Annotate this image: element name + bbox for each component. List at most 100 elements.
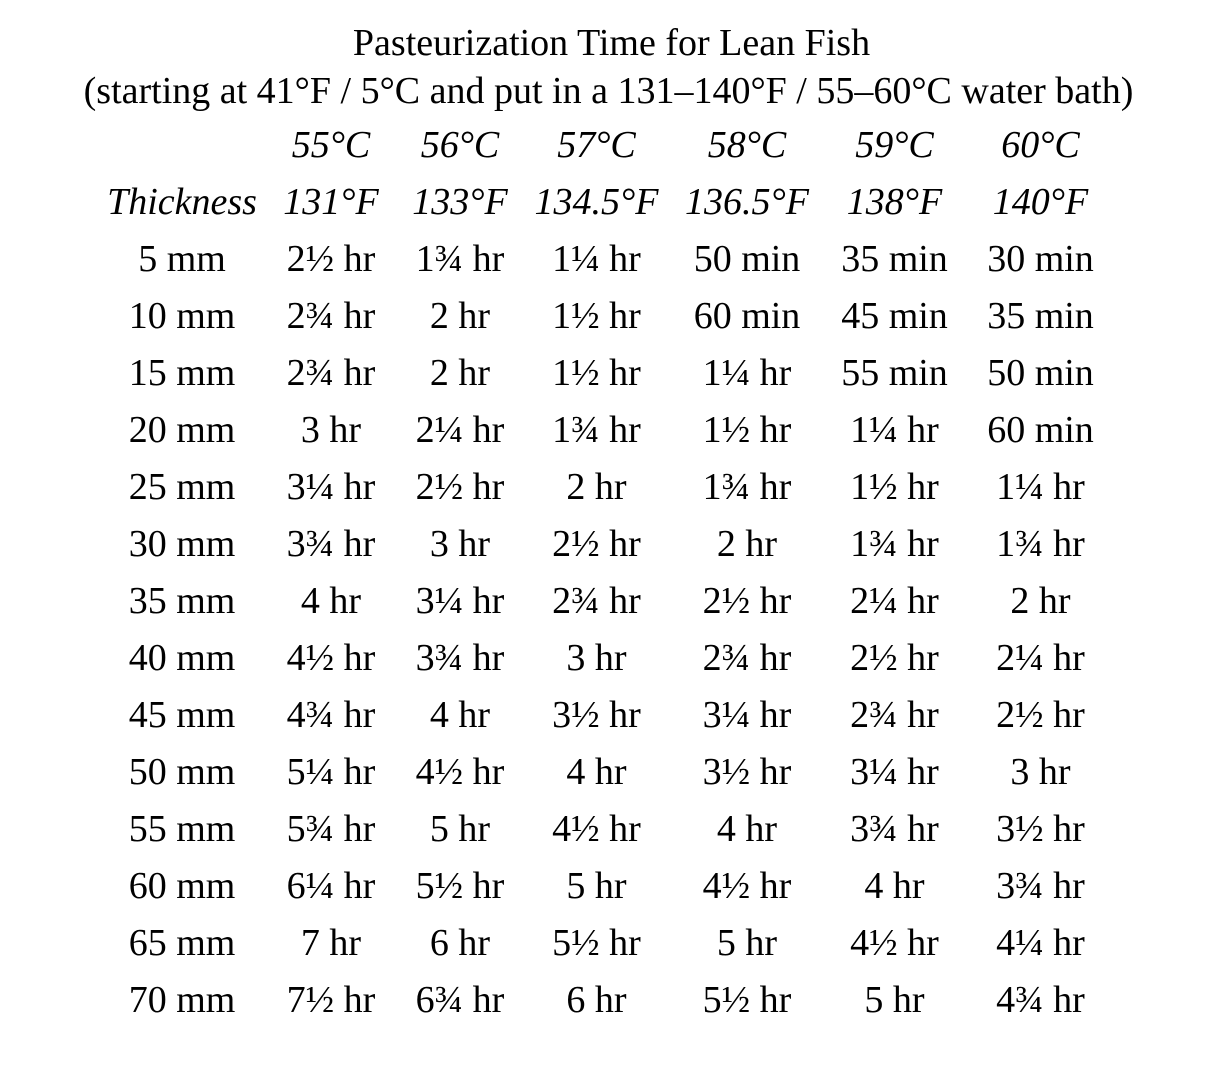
time-cell: 4½ hr: [286, 637, 376, 679]
time-cell: 4¼ hr: [996, 922, 1085, 964]
time-cell: 2½ hr: [996, 694, 1085, 736]
table-row: 50 mm 5¼ hr 4½ hr 4 hr 3½ hr 3¼ hr 3 hr: [102, 744, 1113, 801]
thickness-cell: 60 mm: [128, 865, 236, 907]
table-row: 20 mm 3 hr 2¼ hr 1¾ hr 1½ hr 1¼ hr 60 min: [102, 402, 1113, 459]
thickness-cell: 35 mm: [128, 580, 236, 622]
table-row: 55 mm 5¾ hr 5 hr 4½ hr 4 hr 3¾ hr 3½ hr: [102, 801, 1113, 858]
time-cell: 2½ hr: [552, 523, 641, 565]
table-row: 45 mm 4¾ hr 4 hr 3½ hr 3¼ hr 2¾ hr 2½ hr: [102, 687, 1113, 744]
time-cell: 6¾ hr: [415, 979, 505, 1021]
table-subtitle: (starting at 41°F / 5°C and put in a 131…: [83, 70, 1134, 112]
time-cell: 30 min: [987, 238, 1094, 280]
time-cell: 3¾ hr: [286, 523, 376, 565]
time-cell: 4¾ hr: [286, 694, 376, 736]
time-cell: 2½ hr: [286, 238, 376, 280]
time-cell: 2¼ hr: [996, 637, 1085, 679]
table-header: 55°C 56°C 57°C 58°C 59°C 60°C Thickness 131°F 13…: [102, 117, 1113, 231]
time-cell: 2¾ hr: [552, 580, 641, 622]
time-cell: 2¾ hr: [286, 352, 376, 394]
time-cell: 3¼ hr: [286, 466, 376, 508]
time-cell: 1¾ hr: [996, 523, 1085, 565]
time-cell: 2½ hr: [850, 637, 939, 679]
time-cell: 2½ hr: [702, 580, 792, 622]
time-cell: 3¼ hr: [702, 694, 792, 736]
column-header: 59°C: [855, 124, 934, 166]
column-header: 134.5°F: [534, 181, 659, 223]
time-cell: 5½ hr: [702, 979, 792, 1021]
time-cell: 1¾ hr: [850, 523, 939, 565]
column-header: 138°F: [846, 181, 943, 223]
table-body: 5 mm 2½ hr 1¾ hr 1¼ hr 50 min 35 min 30 min 10 …: [102, 231, 1113, 1029]
time-cell: 6 hr: [429, 922, 491, 964]
time-cell: 1½ hr: [702, 409, 792, 451]
time-cell: 2 hr: [429, 352, 491, 394]
time-cell: 7½ hr: [286, 979, 376, 1021]
column-header: 57°C: [557, 124, 636, 166]
thickness-cell: 50 mm: [128, 751, 236, 793]
time-cell: 3 hr: [566, 637, 627, 679]
time-cell: 4 hr: [300, 580, 362, 622]
column-header: 55°C: [291, 124, 371, 166]
time-cell: 1¾ hr: [702, 466, 792, 508]
time-cell: 60 min: [987, 409, 1094, 451]
time-cell: 3½ hr: [552, 694, 641, 736]
time-cell: 4 hr: [429, 694, 491, 736]
time-cell: 5 hr: [864, 979, 925, 1021]
time-cell: 50 min: [987, 352, 1094, 394]
table-title: Pasteurization Time for Lean Fish: [352, 22, 871, 64]
time-cell: 5 hr: [566, 865, 627, 907]
column-header: 58°C: [707, 124, 787, 166]
thickness-cell: 30 mm: [128, 523, 236, 565]
column-header: 56°C: [420, 124, 500, 166]
time-cell: 3 hr: [300, 409, 362, 451]
time-cell: 5 hr: [429, 808, 491, 850]
time-cell: 5 hr: [716, 922, 778, 964]
column-header-thickness: [102, 117, 262, 174]
time-cell: 2 hr: [716, 523, 778, 565]
time-cell: 3¼ hr: [415, 580, 505, 622]
time-cell: 1¼ hr: [850, 409, 939, 451]
time-cell: 4½ hr: [552, 808, 641, 850]
time-cell: 5½ hr: [552, 922, 641, 964]
time-cell: 2¼ hr: [415, 409, 505, 451]
time-cell: 3 hr: [1010, 751, 1071, 793]
time-cell: 3¾ hr: [996, 865, 1085, 907]
time-cell: 4½ hr: [850, 922, 939, 964]
time-cell: 2 hr: [566, 466, 627, 508]
time-cell: 1¼ hr: [996, 466, 1085, 508]
thickness-cell: 25 mm: [128, 466, 236, 508]
time-cell: 3¾ hr: [850, 808, 939, 850]
time-cell: 3½ hr: [996, 808, 1085, 850]
time-cell: 6¼ hr: [286, 865, 376, 907]
time-cell: 2¾ hr: [702, 637, 792, 679]
table-row: 40 mm 4½ hr 3¾ hr 3 hr 2¾ hr 2½ hr 2¼ hr: [102, 630, 1113, 687]
time-cell: 1½ hr: [552, 295, 641, 337]
time-cell: 60 min: [693, 295, 801, 337]
table-row: 70 mm 7½ hr 6¾ hr 6 hr 5½ hr 5 hr 4¾ hr: [102, 972, 1113, 1029]
table-row: 65 mm 7 hr 6 hr 5½ hr 5 hr 4½ hr 4¼ hr: [102, 915, 1113, 972]
table-row: 15 mm 2¾ hr 2 hr 1½ hr 1¼ hr 55 min 50 min: [102, 345, 1113, 402]
time-cell: 3½ hr: [702, 751, 792, 793]
time-cell: 35 min: [841, 238, 948, 280]
header-row-celsius: 55°C 56°C 57°C 58°C 59°C 60°C: [102, 117, 1113, 174]
time-cell: 4¾ hr: [996, 979, 1085, 1021]
pasteurization-table: 55°C 56°C 57°C 58°C 59°C 60°C Thickness 131°F 13…: [102, 117, 1113, 1029]
time-cell: 5¼ hr: [286, 751, 376, 793]
time-cell: 2½ hr: [415, 466, 505, 508]
time-cell: 5½ hr: [415, 865, 505, 907]
column-header: 133°F: [412, 181, 508, 223]
time-cell: 50 min: [693, 238, 801, 280]
table-row: 25 mm 3¼ hr 2½ hr 2 hr 1¾ hr 1½ hr 1¼ hr: [102, 459, 1113, 516]
thickness-cell: 15 mm: [128, 352, 236, 394]
column-header: 131°F: [283, 181, 379, 223]
time-cell: 6 hr: [566, 979, 627, 1021]
thickness-cell: 20 mm: [128, 409, 236, 451]
time-cell: 4 hr: [566, 751, 627, 793]
time-cell: 2¾ hr: [850, 694, 939, 736]
time-cell: 2¾ hr: [286, 295, 376, 337]
column-header: 140°F: [992, 181, 1089, 223]
thickness-cell: 65 mm: [128, 922, 236, 964]
column-header-thickness: Thickness: [107, 181, 257, 223]
time-cell: 5¾ hr: [286, 808, 376, 850]
thickness-cell: 5 mm: [138, 238, 226, 280]
